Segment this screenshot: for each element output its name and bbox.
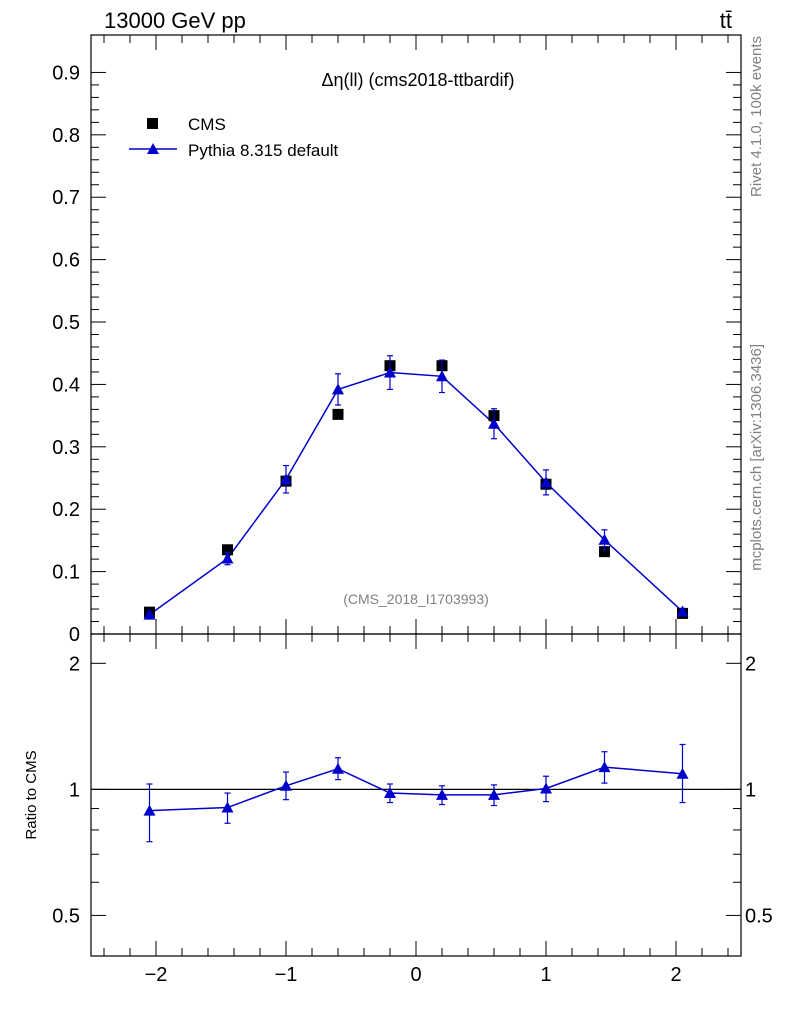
ratio-y-axis-label: Ratio to CMS — [23, 750, 40, 839]
pythia-data-point — [676, 605, 689, 617]
pythia-series-line — [149, 371, 684, 616]
ratio-y-tick-label: 1 — [69, 779, 80, 801]
ratio-y-tick-labels: 0.5 0.5 1 1 2 2 — [52, 653, 773, 927]
process-label: tt̄ — [720, 8, 732, 33]
main-y-tick-label: 0.2 — [52, 499, 80, 521]
cms-data-point — [332, 408, 344, 420]
pythia-data-point — [221, 552, 234, 564]
legend-cms-marker — [147, 118, 158, 129]
ratio-data-point — [676, 767, 689, 779]
x-tick-label: 1 — [540, 964, 551, 986]
ratio-data-point — [488, 788, 500, 800]
pythia-data-point — [143, 608, 156, 620]
main-y-tick-label: 0.4 — [52, 374, 80, 396]
ratio-data-point — [540, 782, 552, 794]
main-y-tick-label: 0.6 — [52, 250, 80, 272]
rivet-version-label: Rivet 4.1.0, 100k events — [748, 36, 765, 197]
pythia-data-point — [436, 370, 448, 382]
pythia-data-point — [384, 366, 396, 378]
pythia-data-point — [540, 476, 552, 488]
ratio-y-tick-label: 0.5 — [52, 905, 80, 927]
legend-cms-label: CMS — [188, 115, 226, 134]
ratio-data-point — [436, 788, 448, 800]
ratio-data-layer — [143, 743, 689, 843]
ratio-data-point — [598, 761, 611, 773]
mcplots-label: mcplots.cern.ch [arXiv:1306.3436] — [748, 344, 765, 571]
ratio-data-point — [332, 762, 344, 774]
ratio-data-point — [280, 779, 292, 791]
ratio-y-tick-label-right: 1 — [745, 779, 756, 801]
cms-data-point — [599, 546, 610, 558]
pythia-data-point — [488, 417, 500, 429]
ratio-axis-ticks — [91, 634, 741, 956]
main-y-tick-label: 0.7 — [52, 187, 80, 209]
plot-title: Δη(ll) (cms2018-ttbardif) — [321, 70, 514, 90]
main-y-tick-label: 0.9 — [52, 62, 80, 84]
ratio-y-tick-label: 2 — [69, 653, 80, 675]
legend-mc-label: Pythia 8.315 default — [188, 141, 339, 160]
main-axis-ticks — [91, 35, 741, 635]
pythia-data-point — [280, 473, 292, 485]
ratio-y-tick-label-right: 0.5 — [745, 905, 773, 927]
ratio-series-line — [149, 766, 683, 812]
x-tick-label: 2 — [670, 964, 681, 986]
x-tick-label: −1 — [275, 964, 298, 986]
main-y-tick-label: 0.3 — [52, 437, 80, 459]
ratio-data-point — [384, 787, 396, 799]
x-tick-label: 0 — [410, 964, 421, 986]
legend-mc-marker — [147, 143, 159, 154]
analysis-watermark: (CMS_2018_I1703993) — [343, 591, 489, 607]
main-y-tick-label: 0.5 — [52, 312, 80, 334]
legend: CMS Pythia 8.315 default — [129, 115, 339, 160]
energy-label: 13000 GeV pp — [104, 8, 246, 33]
x-tick-label: −2 — [145, 964, 168, 986]
ratio-y-tick-label-right: 2 — [745, 653, 756, 675]
ratio-plot-frame — [90, 633, 742, 957]
ratio-data-point — [221, 801, 234, 813]
ratio-data-point — [143, 804, 156, 816]
x-tick-labels: −2 −1 0 1 2 — [145, 964, 682, 986]
main-y-tick-label: 0 — [69, 624, 80, 646]
main-y-tick-label: 0.1 — [52, 562, 80, 584]
pythia-data-point — [598, 533, 611, 545]
cms-data-point — [222, 544, 233, 556]
main-data-layer — [143, 355, 689, 620]
pythia-data-point — [332, 383, 344, 395]
main-y-tick-label: 0.8 — [52, 125, 80, 147]
main-y-tick-labels: 0 0.1 0.2 0.3 0.4 0.5 0.6 0.7 0.8 0.9 — [52, 62, 80, 646]
